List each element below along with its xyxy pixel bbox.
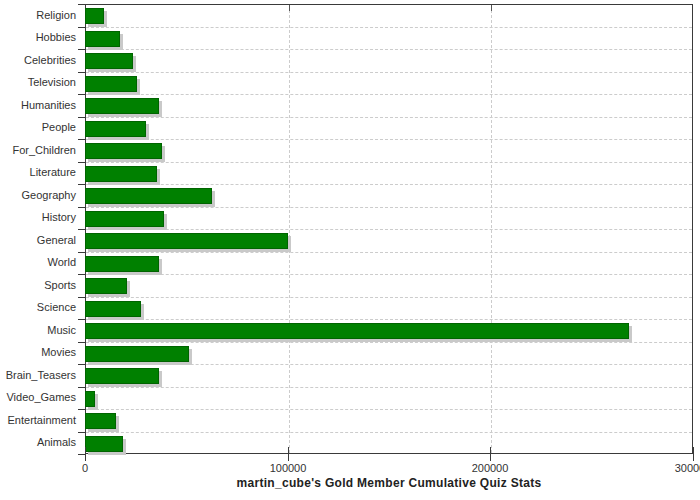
horizontal-gridline xyxy=(86,207,692,208)
y-axis-tick xyxy=(78,184,85,185)
y-axis-tick xyxy=(78,297,85,298)
horizontal-gridline xyxy=(86,319,692,320)
y-axis-label: Science xyxy=(0,301,76,314)
bar-geography xyxy=(85,188,212,204)
horizontal-gridline xyxy=(86,432,692,433)
x-axis-tick xyxy=(693,447,694,461)
bar-science xyxy=(85,301,141,317)
y-axis-label: Religion xyxy=(0,9,76,22)
x-axis-tick-label: 100000 xyxy=(270,462,307,475)
horizontal-gridline xyxy=(86,49,692,50)
bar-religion xyxy=(85,8,104,24)
y-axis-tick xyxy=(78,162,85,163)
quiz-stats-chart: Religion Hobbies Celebrities Television Huma… xyxy=(0,0,700,500)
bar-celebrities xyxy=(85,53,133,69)
y-axis-tick xyxy=(78,72,85,73)
bar-brain_teasers xyxy=(85,368,159,384)
y-axis-label: For_Children xyxy=(0,144,76,157)
y-axis-tick xyxy=(78,364,85,365)
y-axis-tick xyxy=(78,274,85,275)
y-axis-label: World xyxy=(0,256,76,269)
x-axis-tick-label: 0 xyxy=(82,462,88,475)
vertical-gridline xyxy=(491,5,492,453)
y-axis-tick xyxy=(78,117,85,118)
bar-history xyxy=(85,211,164,227)
horizontal-gridline xyxy=(86,274,692,275)
y-axis-tick xyxy=(78,4,85,5)
y-axis-label: History xyxy=(0,211,76,224)
y-axis-label: Sports xyxy=(0,279,76,292)
bar-television xyxy=(85,76,137,92)
x-axis-tick xyxy=(85,447,86,461)
y-axis-tick xyxy=(78,139,85,140)
x-axis-tick-label: 200000 xyxy=(472,462,509,475)
y-axis-label: People xyxy=(0,121,76,134)
y-axis-tick xyxy=(78,27,85,28)
bar-humanities xyxy=(85,98,159,114)
horizontal-gridline xyxy=(86,72,692,73)
horizontal-gridline xyxy=(86,184,692,185)
y-axis-tick xyxy=(78,454,85,455)
x-axis-tick xyxy=(288,447,289,461)
y-axis-label: Brain_Teasers xyxy=(0,369,76,382)
top-axis-tick xyxy=(491,5,492,11)
y-axis-tick xyxy=(78,207,85,208)
horizontal-gridline xyxy=(86,297,692,298)
y-axis-tick xyxy=(78,94,85,95)
top-axis-tick xyxy=(289,5,290,11)
y-axis-label: Entertainment xyxy=(0,414,76,427)
y-axis-label: Television xyxy=(0,76,76,89)
y-axis-label: Literature xyxy=(0,166,76,179)
horizontal-gridline xyxy=(86,162,692,163)
y-axis-label: Humanities xyxy=(0,99,76,112)
bar-entertainment xyxy=(85,413,116,429)
y-axis-label: Movies xyxy=(0,346,76,359)
y-axis-tick xyxy=(78,387,85,388)
y-axis-tick xyxy=(78,409,85,410)
bar-general xyxy=(85,233,288,249)
y-axis-label: Video_Games xyxy=(0,391,76,404)
y-axis-label: Music xyxy=(0,324,76,337)
bar-sports xyxy=(85,278,127,294)
bar-world xyxy=(85,256,159,272)
bar-literature xyxy=(85,166,157,182)
horizontal-gridline xyxy=(86,229,692,230)
bar-hobbies xyxy=(85,31,120,47)
horizontal-gridline xyxy=(86,117,692,118)
bar-for_children xyxy=(85,143,162,159)
y-axis-tick xyxy=(78,229,85,230)
y-axis-label: Celebrities xyxy=(0,54,76,67)
chart-title: martin_cube's Gold Member Cumulative Qui… xyxy=(85,476,693,490)
vertical-gridline xyxy=(289,5,290,453)
bar-people xyxy=(85,121,146,137)
y-axis-label: General xyxy=(0,234,76,247)
y-axis-label: Geography xyxy=(0,189,76,202)
x-axis-tick-label: 300000 xyxy=(675,462,700,475)
horizontal-gridline xyxy=(86,94,692,95)
y-axis-label: Hobbies xyxy=(0,31,76,44)
horizontal-gridline xyxy=(86,139,692,140)
bar-music xyxy=(85,323,629,339)
bar-video_games xyxy=(85,391,95,407)
y-axis-tick xyxy=(78,49,85,50)
bar-movies xyxy=(85,346,189,362)
y-axis-tick xyxy=(78,252,85,253)
y-axis-tick xyxy=(78,319,85,320)
plot-area xyxy=(85,4,693,454)
y-axis-tick xyxy=(78,342,85,343)
y-axis-tick xyxy=(78,432,85,433)
horizontal-gridline xyxy=(86,409,692,410)
horizontal-gridline xyxy=(86,252,692,253)
horizontal-gridline xyxy=(86,364,692,365)
x-axis-tick xyxy=(490,447,491,461)
bar-animals xyxy=(85,436,123,452)
horizontal-gridline xyxy=(86,27,692,28)
y-axis-label: Animals xyxy=(0,436,76,449)
horizontal-gridline xyxy=(86,342,692,343)
horizontal-gridline xyxy=(86,387,692,388)
